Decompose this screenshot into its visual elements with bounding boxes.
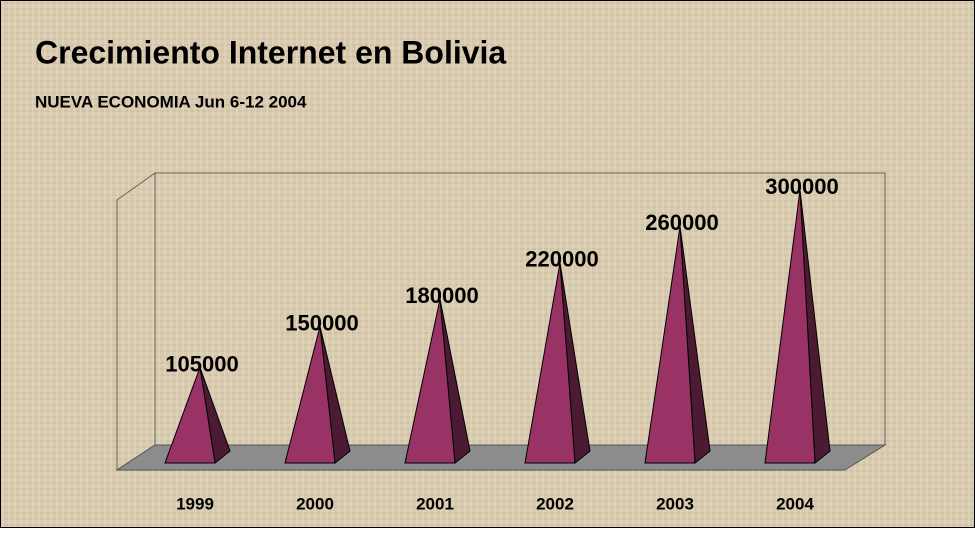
- x-tick-label: 2004: [776, 494, 814, 513]
- pyramid-front: [284, 326, 336, 464]
- data-label: 260000: [645, 210, 718, 235]
- data-label: 150000: [285, 310, 358, 335]
- data-label: 105000: [165, 351, 238, 376]
- pyramid-front: [644, 226, 696, 464]
- chart-title: Crecimiento Internet en Bolivia: [35, 34, 506, 70]
- data-label: 300000: [765, 174, 838, 199]
- pyramid-front: [164, 365, 216, 464]
- pyramid-front: [524, 262, 576, 464]
- pyramid: [164, 365, 231, 464]
- x-tick-label: 2000: [296, 494, 334, 513]
- x-tick-label: 2002: [536, 494, 574, 513]
- pyramid-front: [764, 189, 816, 464]
- pyramid-front: [404, 299, 456, 464]
- x-tick-label: 2001: [416, 494, 454, 513]
- pyramid: [284, 326, 351, 464]
- x-tick-label: 1999: [176, 494, 214, 513]
- pyramid: [524, 262, 591, 464]
- pyramid: [404, 299, 471, 464]
- pyramid: [644, 226, 711, 464]
- x-tick-label: 2003: [656, 494, 694, 513]
- chart-subtitle: NUEVA ECONOMIA Jun 6-12 2004: [35, 92, 307, 111]
- data-label: 180000: [405, 283, 478, 308]
- data-label: 220000: [525, 247, 598, 272]
- pyramid: [764, 189, 831, 464]
